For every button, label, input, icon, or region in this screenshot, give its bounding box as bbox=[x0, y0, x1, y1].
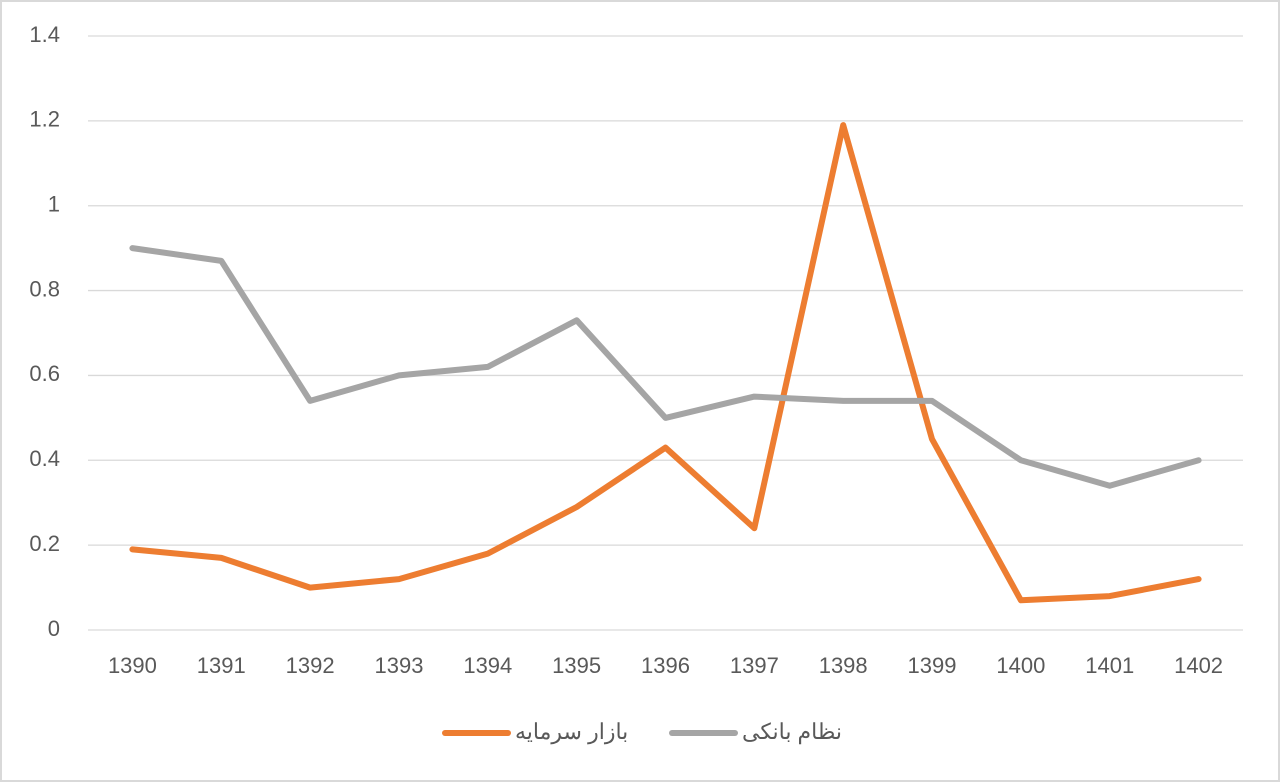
y-tick-label: 0.8 bbox=[29, 276, 60, 301]
data-line bbox=[129, 245, 1202, 489]
y-tick-label: 0.6 bbox=[29, 361, 60, 386]
x-tick-label: 1396 bbox=[641, 653, 690, 678]
x-tick-label: 1399 bbox=[908, 653, 957, 678]
x-tick-label: 1398 bbox=[819, 653, 868, 678]
y-tick-label: 1.4 bbox=[29, 22, 60, 47]
x-tick-label: 1401 bbox=[1085, 653, 1134, 678]
x-tick-label: 1400 bbox=[996, 653, 1045, 678]
x-tick-label: 1391 bbox=[197, 653, 246, 678]
y-tick-label: 1 bbox=[48, 192, 60, 217]
x-tick-label: 1392 bbox=[286, 653, 335, 678]
y-tick-label: 0.4 bbox=[29, 446, 60, 471]
y-tick-label: 0.2 bbox=[29, 531, 60, 556]
x-tick-label: 1390 bbox=[108, 653, 157, 678]
y-tick-label: 0 bbox=[48, 616, 60, 641]
x-tick-label: 1394 bbox=[463, 653, 512, 678]
legend-label: بازار سرمایه bbox=[515, 719, 628, 745]
x-tick-label: 1402 bbox=[1174, 653, 1223, 678]
data-line bbox=[129, 122, 1202, 604]
x-tick-label: 1395 bbox=[552, 653, 601, 678]
x-tick-label: 1393 bbox=[374, 653, 423, 678]
y-tick-label: 1.2 bbox=[29, 107, 60, 132]
legend-label: نظام بانکی bbox=[742, 719, 842, 745]
x-tick-label: 1397 bbox=[730, 653, 779, 678]
